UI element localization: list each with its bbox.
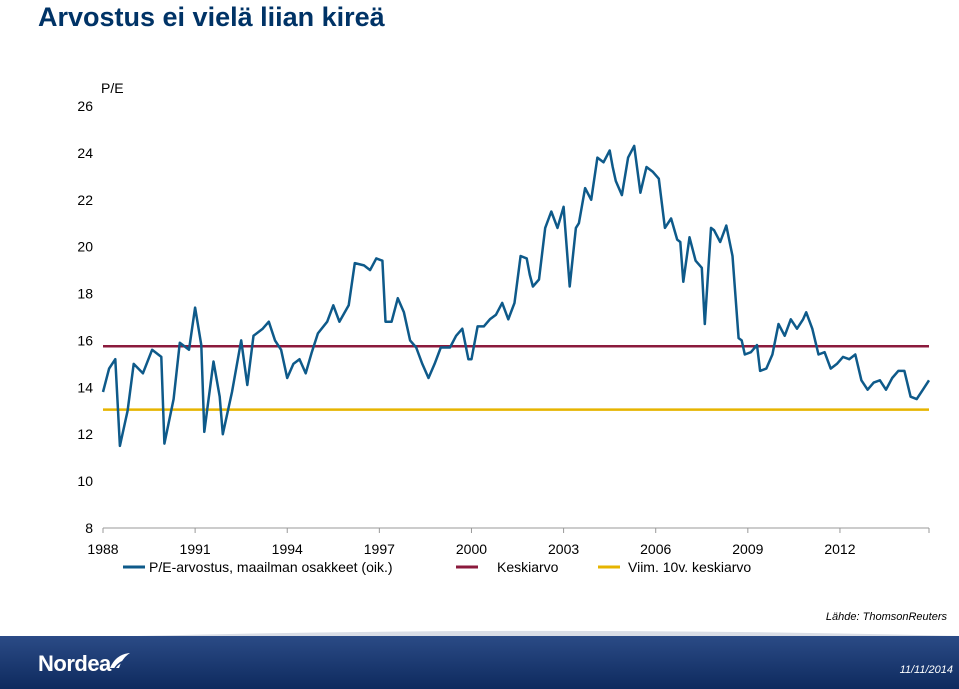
- y-tick-label: 26: [77, 98, 93, 114]
- pe-chart: 1988 1991 1994 1997 2000 2003 2006 2009 20128101…: [77, 80, 931, 575]
- source-note: Lähde: ThomsonReuters: [825, 611, 947, 623]
- y-tick-label: 10: [77, 473, 93, 489]
- x-tick-label: 2006: [640, 541, 671, 557]
- legend-label: Keskiarvo: [497, 559, 559, 575]
- page-title: Arvostus ei vielä liian kireä: [38, 2, 385, 32]
- x-tick-label: 1997: [364, 541, 395, 557]
- y-tick-label: 12: [77, 426, 93, 442]
- legend: P/E-arvostus, maailman osakkeet (oik.) Ke…: [123, 559, 751, 575]
- y-tick-label: 16: [77, 332, 93, 348]
- footer-bar: [0, 636, 959, 689]
- line-layer: [101, 144, 931, 448]
- date-label: 11/11/2014: [899, 664, 953, 676]
- y-tick-label: 22: [77, 192, 93, 208]
- y-tick-label: 18: [77, 286, 93, 302]
- y-tick-label: 24: [77, 145, 93, 161]
- x-tick-label: 2009: [732, 541, 763, 557]
- x-tick-label: 1988: [87, 541, 118, 557]
- y-tick-label: 14: [77, 379, 93, 395]
- legend-label: P/E-arvostus, maailman osakkeet (oik.): [149, 559, 393, 575]
- legend-label: Viim. 10v. keskiarvo: [628, 559, 751, 575]
- y-tick-label: 8: [85, 520, 93, 536]
- x-tick-label: 2012: [824, 541, 855, 557]
- x-tick-label: 2003: [548, 541, 579, 557]
- sail-icon: [110, 653, 130, 669]
- y-axis-label: P/E: [101, 80, 124, 96]
- nordea-logo: Nordea: [38, 651, 111, 676]
- series-line-pe: [101, 144, 931, 448]
- axis-layer: 1988 1991 1994 1997 2000 2003 2006 2009 20128101…: [77, 80, 930, 557]
- y-tick-label: 20: [77, 239, 93, 255]
- x-tick-label: 2000: [456, 541, 487, 557]
- x-tick-label: 1991: [180, 541, 211, 557]
- x-tick-label: 1994: [272, 541, 303, 557]
